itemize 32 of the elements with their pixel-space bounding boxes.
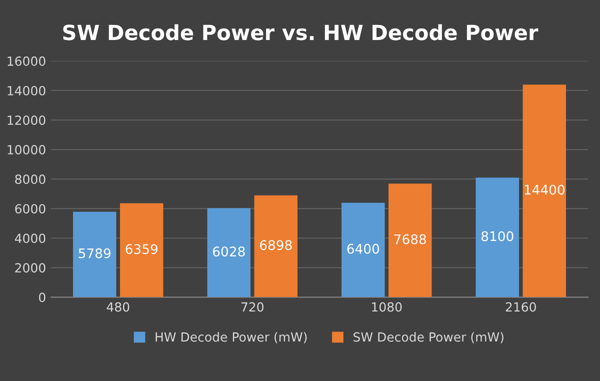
- chart-title: SW Decode Power vs. HW Decode Power: [63, 24, 538, 40]
- y-tick-label: 16000: [8, 56, 46, 66]
- bar: [120, 203, 164, 298]
- y-tick-label: 0: [39, 292, 46, 302]
- legend-label: HW Decode Power (mW): [156, 332, 307, 344]
- x-tick-label: 1080: [372, 302, 402, 312]
- data-label: 8100: [481, 231, 514, 242]
- y-tick-label: 10000: [8, 145, 46, 154]
- data-label: 14400: [524, 184, 564, 195]
- legend-label: SW Decode Power (mW): [354, 332, 504, 344]
- y-tick-label: 8000: [15, 174, 46, 184]
- bar: [73, 212, 116, 298]
- data-label: 6028: [213, 246, 245, 257]
- data-label: 7688: [394, 234, 426, 244]
- data-label: 5789: [78, 248, 110, 258]
- y-tick-label: 6000: [15, 204, 46, 214]
- y-tick-label: 14000: [8, 86, 46, 96]
- x-tick-label: 720: [241, 302, 264, 312]
- y-tick-label: 12000: [8, 115, 46, 125]
- bar: [476, 178, 519, 298]
- y-tick-label: 4000: [14, 234, 46, 244]
- bar: [522, 84, 566, 298]
- data-label: 6898: [260, 240, 292, 250]
- x-tick-label: 2160: [506, 302, 536, 312]
- data-label: 6400: [347, 244, 380, 254]
- bar: [388, 184, 432, 298]
- bar: [207, 208, 250, 298]
- y-tick-label: 2000: [15, 263, 46, 273]
- bar: [342, 202, 385, 298]
- data-label: 6359: [126, 244, 158, 254]
- x-tick-label: 480: [106, 302, 130, 312]
- bar: [254, 195, 298, 298]
